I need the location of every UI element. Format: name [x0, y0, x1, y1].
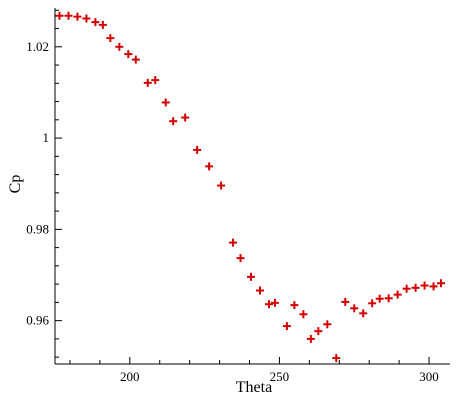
data-point [124, 50, 133, 59]
data-point [332, 354, 341, 363]
y-tick-label: 1.02 [26, 39, 49, 54]
data-point [359, 309, 368, 318]
data-point [384, 294, 393, 303]
data-point [402, 284, 411, 293]
data-point [323, 320, 332, 329]
y-tick-label: 1 [43, 130, 50, 145]
data-point [236, 254, 245, 263]
data-point [375, 294, 384, 303]
data-point [341, 297, 350, 306]
y-axis-label: Cp [7, 175, 24, 194]
data-point [131, 55, 140, 64]
data-point [143, 78, 152, 87]
data-point [106, 34, 115, 43]
data-point [350, 304, 359, 313]
data-point [82, 14, 91, 23]
data-point [393, 290, 402, 299]
data-point [217, 181, 226, 190]
data-point [247, 272, 256, 281]
axes [54, 8, 450, 365]
data-point [314, 327, 323, 336]
data-point [55, 11, 64, 20]
y-tick-label: 0.96 [26, 313, 49, 328]
data-point [437, 279, 446, 288]
data-point [115, 42, 124, 51]
data-point [169, 117, 178, 126]
data-point [368, 299, 377, 308]
data-point [73, 12, 82, 21]
data-point [264, 300, 273, 309]
data-point [429, 282, 438, 291]
data-point [161, 98, 170, 107]
data-point [411, 283, 420, 292]
data-point [151, 76, 160, 85]
tick-labels: 200 250 300 0.96 0.98 1 1.02 [26, 39, 439, 384]
x-tick-label: 200 [120, 369, 140, 384]
data-point [306, 334, 315, 343]
data-point [181, 113, 190, 122]
data-point [282, 322, 291, 331]
data-point [270, 298, 279, 307]
data-point [98, 20, 107, 29]
data-point [255, 286, 264, 295]
data-point [91, 18, 100, 27]
data-point [299, 310, 308, 319]
data-point [229, 238, 238, 247]
x-axis-label: Theta [236, 379, 272, 396]
x-tick-label: 300 [419, 369, 439, 384]
data-point [290, 301, 299, 310]
data-point [420, 281, 429, 290]
data-point [64, 11, 73, 20]
data-points [55, 11, 446, 363]
data-point [205, 162, 214, 171]
y-tick-label: 0.98 [26, 221, 49, 236]
data-point [193, 145, 202, 154]
tick-marks [55, 9, 430, 364]
x-tick-label: 250 [270, 369, 290, 384]
